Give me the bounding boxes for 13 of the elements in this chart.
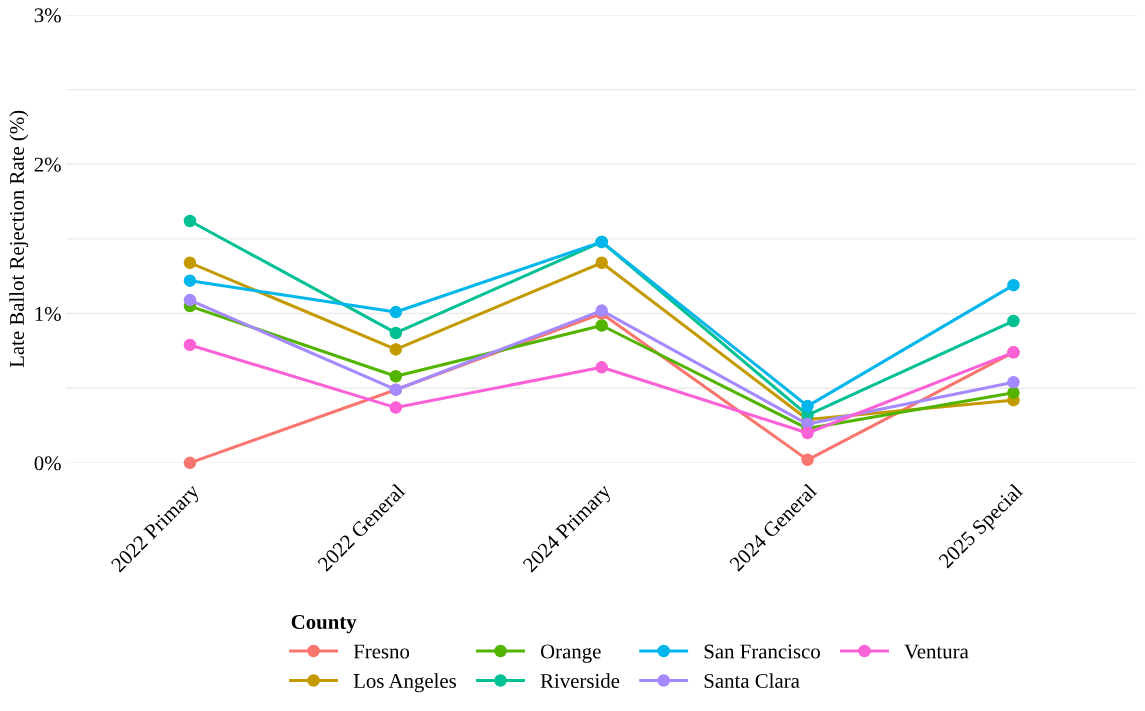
- y-tick-label: 1%: [35, 306, 61, 322]
- y-tick-label: 0%: [34, 456, 61, 471]
- y-tick-label: 3%: [34, 8, 61, 23]
- legend-label: Fresno: [353, 644, 410, 659]
- legend-label: Orange: [540, 644, 601, 663]
- legend-label: Ventura: [904, 644, 969, 659]
- legend-label: San Francisco: [704, 644, 820, 659]
- y-axis-title: Late Ballot Rejection Rate (%): [9, 110, 29, 368]
- legend-label: Riverside: [540, 673, 620, 689]
- legend-title: County: [291, 615, 357, 634]
- y-tick-label: 2%: [34, 157, 61, 172]
- legend-label: Santa Clara: [704, 673, 800, 688]
- legend-label: Los Angeles: [353, 673, 456, 693]
